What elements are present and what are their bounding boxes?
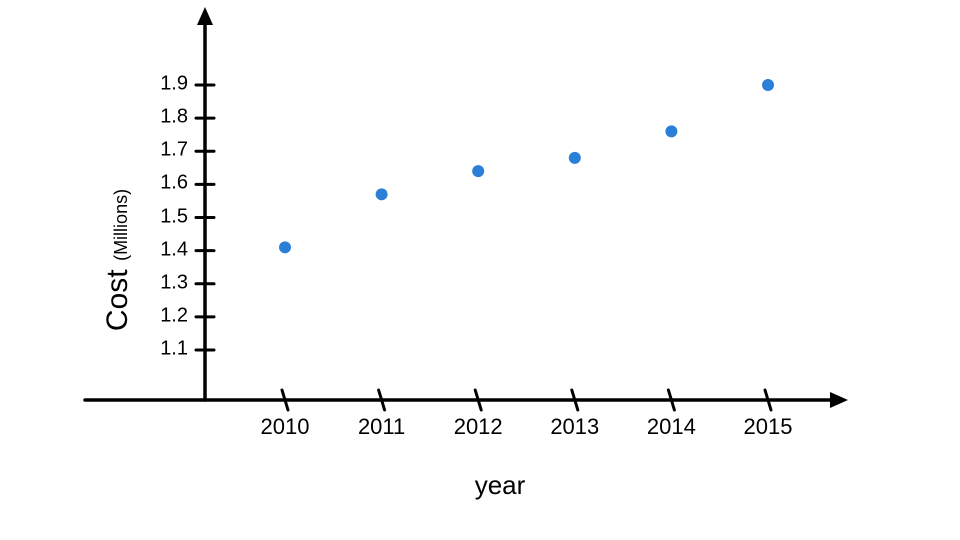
x-tick-label: 2010 (261, 414, 310, 440)
x-tick-label: 2011 (358, 414, 405, 440)
y-tick-label: 1.3 (160, 271, 188, 294)
x-tick-label: 2012 (454, 414, 503, 440)
data-point (376, 188, 388, 200)
y-tick-label: 1.5 (160, 205, 188, 228)
y-tick-label: 1.1 (160, 337, 188, 360)
data-point (279, 241, 291, 253)
y-axis-label-main: Cost (101, 269, 135, 331)
data-point (665, 125, 677, 137)
y-tick-label: 1.4 (160, 238, 188, 261)
y-tick-label: 1.7 (160, 139, 188, 162)
x-tick-label: 2014 (647, 414, 696, 440)
x-axis-label: year (475, 470, 526, 501)
y-tick-label: 1.2 (160, 304, 188, 327)
y-tick-label: 1.9 (160, 72, 188, 95)
y-axis-label-unit: (Millions) (111, 189, 132, 261)
x-tick-label: 2013 (550, 414, 599, 440)
chart-canvas (0, 0, 960, 540)
y-axis-label: Cost (Millions) (101, 189, 135, 331)
scatter-chart: Cost (Millions) year 1.1 1.2 1.3 1.4 1.5 1.6 1… (0, 0, 960, 540)
data-point (472, 165, 484, 177)
x-tick-label: 2015 (744, 414, 793, 440)
y-tick-label: 1.8 (160, 105, 188, 128)
y-tick-label: 1.6 (160, 172, 188, 195)
data-point (762, 79, 774, 91)
data-point (569, 152, 581, 164)
